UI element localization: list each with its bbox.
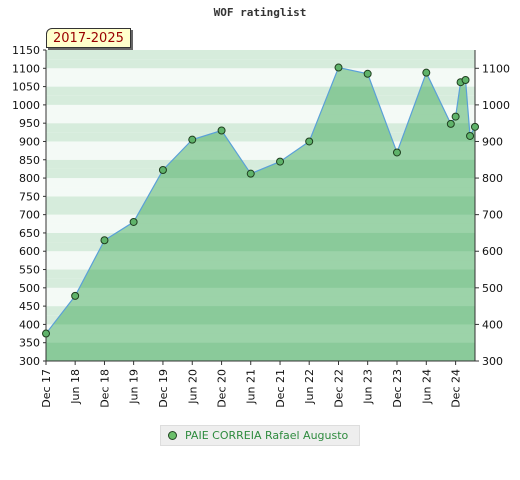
y-tick-label-left: 950 [19, 117, 40, 130]
y-tick-label-right: 700 [482, 209, 503, 222]
data-point [276, 157, 285, 166]
area-band [46, 214, 475, 224]
data-point [246, 169, 255, 178]
y-tick-label-left: 900 [19, 135, 40, 148]
x-tick-label: Jun 18 [69, 369, 82, 405]
background-band [46, 86, 475, 96]
y-tick-label-left: 800 [19, 172, 40, 185]
series-line [45, 66, 476, 334]
data-point [334, 63, 343, 72]
data-point [466, 131, 475, 140]
background-band [46, 68, 475, 78]
area-band [46, 260, 475, 270]
area-band [46, 296, 475, 307]
area-band [46, 141, 475, 151]
background-band [46, 159, 475, 169]
area-band [46, 104, 475, 115]
data-point [363, 69, 372, 78]
y-tick-label-left: 500 [19, 282, 40, 295]
background-band [46, 141, 475, 151]
background-band [46, 50, 475, 60]
data-point [422, 68, 431, 77]
area-band [46, 187, 475, 197]
y-tick-label-left: 600 [19, 245, 40, 258]
x-tick-label: Jun 21 [245, 369, 258, 405]
area-band [46, 287, 475, 297]
area-band [46, 223, 475, 233]
area-band [46, 150, 475, 160]
area-band [46, 77, 475, 87]
y-tick-label-right: 800 [482, 172, 503, 185]
data-point [42, 329, 50, 338]
background-band [46, 59, 475, 69]
y-tick-label-left: 1100 [12, 62, 40, 75]
x-tick-label: Dec 18 [98, 369, 111, 408]
y-tick-label-left: 450 [19, 300, 40, 313]
background-band [46, 95, 475, 105]
background-band [46, 104, 475, 115]
data-point [451, 112, 460, 121]
x-tick-label: Dec 20 [216, 369, 229, 408]
background-band [46, 150, 475, 160]
y-tick-label-left: 1150 [12, 44, 40, 57]
area-band [46, 114, 475, 124]
y-tick-label-right: 600 [482, 245, 503, 258]
data-point [461, 76, 470, 85]
data-point [71, 291, 80, 300]
x-tick-label: Dec 24 [450, 369, 463, 408]
legend-label: PAIE CORREIA Rafael Augusto [185, 429, 349, 442]
area-band [46, 324, 475, 334]
x-tick-label: Jun 20 [186, 369, 199, 405]
data-point [129, 217, 138, 226]
y-tick-label-right: 300 [482, 355, 503, 368]
y-tick-label-left: 650 [19, 227, 40, 240]
background-band [46, 123, 475, 133]
x-tick-label: Jun 19 [128, 369, 141, 405]
y-tick-label-left: 850 [19, 154, 40, 167]
x-tick-label: Dec 23 [391, 369, 404, 408]
data-point [188, 135, 197, 144]
y-tick-label-right: 1100 [482, 62, 510, 75]
y-tick-label-left: 300 [19, 355, 40, 368]
x-tick-label: Jun 23 [362, 369, 375, 405]
series-area [46, 67, 475, 361]
data-point [158, 166, 167, 175]
area-band [46, 68, 475, 78]
background-band [46, 77, 475, 87]
x-tick-label: Jun 22 [303, 369, 316, 405]
x-tick-label: Dec 17 [40, 369, 53, 408]
background-band [46, 114, 475, 124]
chart-title: WOF ratinglist [213, 6, 307, 19]
area-band [46, 178, 475, 188]
area-band [46, 251, 475, 261]
background-band [46, 132, 475, 142]
period-badge: 2017-2025 [46, 28, 131, 48]
data-point [217, 126, 226, 135]
x-tick-label: Dec 21 [274, 369, 287, 408]
data-point [471, 122, 479, 131]
y-tick-label-right: 400 [482, 318, 503, 331]
area-band [46, 333, 475, 343]
y-tick-label-left: 750 [19, 190, 40, 203]
x-tick-label: Dec 22 [333, 369, 346, 408]
legend: PAIE CORREIA Rafael Augusto [160, 425, 360, 446]
data-point [392, 148, 401, 157]
data-point [100, 236, 109, 245]
legend-marker [168, 431, 177, 440]
y-tick-label-left: 350 [19, 337, 40, 350]
y-tick-label-left: 400 [19, 318, 40, 331]
x-tick-label: Jun 24 [420, 369, 433, 405]
y-tick-label-left: 1000 [12, 99, 40, 112]
data-point [305, 137, 314, 146]
y-tick-label-right: 1000 [482, 99, 510, 112]
y-tick-label-left: 700 [19, 209, 40, 222]
y-tick-label-left: 1050 [12, 81, 40, 94]
data-point [446, 119, 455, 128]
y-tick-label-right: 500 [482, 282, 503, 295]
x-tick-label: Dec 19 [157, 369, 170, 408]
y-tick-label-left: 550 [19, 264, 40, 277]
y-tick-label-right: 900 [482, 135, 503, 148]
